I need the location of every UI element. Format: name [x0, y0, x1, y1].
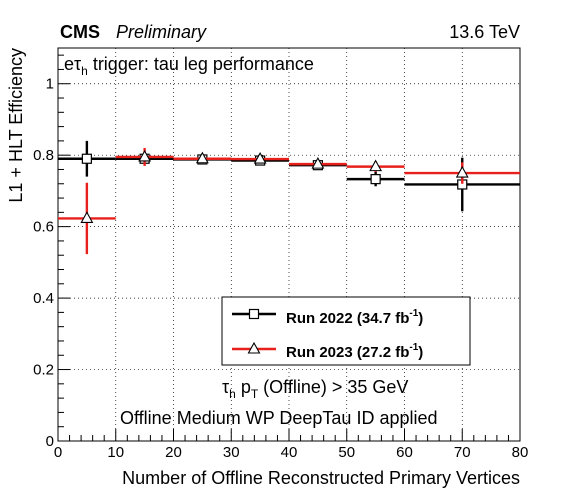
legend-box	[221, 296, 471, 366]
x-tick-label: 60	[396, 444, 413, 461]
legend-label-run2023: Run 2023 (27.2 fb-1)	[286, 342, 423, 361]
data-point	[404, 162, 520, 184]
data-point	[173, 151, 232, 164]
y-tick-label: 0.8	[33, 147, 54, 164]
data-series	[58, 140, 520, 255]
x-tick-label: 40	[281, 444, 298, 461]
x-tick-label: 50	[338, 444, 355, 461]
y-tick-label: 0.2	[33, 362, 54, 379]
axis-ticks: 0 10 20 30 40 50 60 70 80 0 0.2 0.4 0.6 0.8 1	[33, 54, 529, 461]
legend-triangle-marker	[247, 341, 261, 354]
ann-mid: p	[236, 377, 251, 397]
legend-2022-post: )	[418, 310, 423, 327]
x-tick-label: 30	[223, 444, 240, 461]
legend: Run 2022 (34.7 fb-1) Run 2023 (27.2 fb-1…	[221, 296, 471, 366]
data-point	[58, 140, 116, 177]
data-point	[115, 148, 174, 166]
y-tick-label: 0.6	[33, 219, 54, 236]
ann-sub1: h	[229, 387, 236, 401]
data-point	[58, 182, 116, 255]
series-run2023	[58, 148, 520, 255]
energy-label: 13.6 TeV	[449, 22, 520, 42]
y-tick-label: 0	[46, 433, 54, 450]
ann-post: (Offline) > 35 GeV	[258, 377, 408, 397]
legend-2023-post: )	[418, 344, 423, 361]
title-post: trigger: tau leg performance	[88, 54, 314, 74]
annotation-id: Offline Medium WP DeepTau ID applied	[120, 408, 438, 428]
data-point	[231, 151, 289, 164]
triangle-marker	[311, 156, 325, 169]
x-tick-label: 0	[54, 444, 62, 461]
triangle-marker	[80, 211, 94, 223]
data-point	[346, 159, 405, 172]
experiment-label: CMS	[60, 22, 100, 42]
square-marker	[370, 174, 381, 185]
triangle-marker	[195, 151, 209, 164]
legend-label-run2022: Run 2022 (34.7 fb-1)	[286, 308, 423, 327]
legend-entries	[232, 308, 276, 354]
y-axis-label: L1 + HLT Efficiency	[6, 48, 26, 203]
triangle-marker	[369, 159, 383, 172]
x-tick-label: 80	[512, 444, 529, 461]
legend-2023-sup: -1	[409, 342, 418, 353]
x-tick-label: 10	[107, 444, 124, 461]
data-point	[289, 156, 347, 169]
triangle-marker	[455, 165, 469, 178]
legend-square-marker	[248, 308, 260, 320]
grid-lines	[58, 48, 520, 441]
plot-title: eτh trigger: tau leg performance	[64, 54, 314, 78]
annotation-pt-cut: τh pT (Offline) > 35 GeV	[222, 377, 408, 401]
ann-sub2: T	[251, 387, 259, 401]
square-marker	[81, 153, 92, 164]
status-label: Preliminary	[116, 22, 207, 42]
data-point	[346, 171, 405, 187]
triangle-marker	[138, 149, 152, 162]
triangle-marker	[253, 151, 267, 164]
y-tick-label: 0.4	[33, 290, 54, 307]
title-sub: h	[81, 64, 88, 78]
legend-2023-pre: Run 2023 (27.2 fb	[286, 344, 409, 361]
y-tick-label: 1	[46, 76, 54, 93]
legend-2022-pre: Run 2022 (34.7 fb	[286, 310, 409, 327]
legend-2022-sup: -1	[409, 308, 418, 319]
x-axis-label: Number of Offline Reconstructed Primary …	[122, 468, 520, 488]
title-pre: eτ	[64, 54, 81, 74]
ann-tau: τ	[222, 377, 229, 397]
x-tick-label: 70	[454, 444, 471, 461]
x-tick-label: 20	[165, 444, 182, 461]
